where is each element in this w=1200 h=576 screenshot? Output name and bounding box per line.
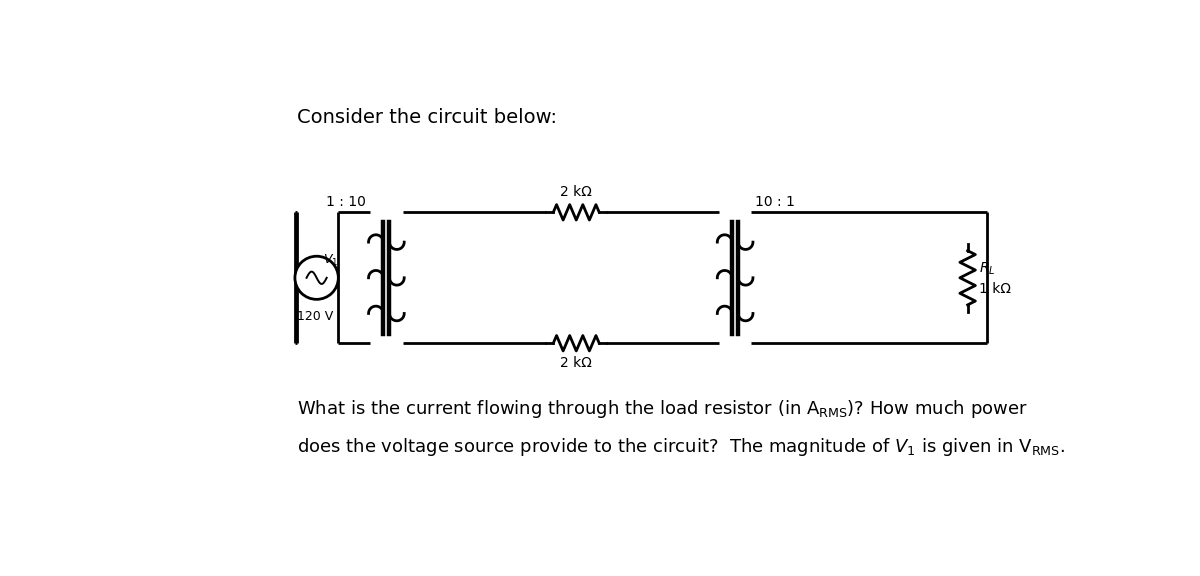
- Text: $V_1$: $V_1$: [323, 253, 338, 268]
- Text: 1 kΩ: 1 kΩ: [979, 282, 1012, 296]
- Text: 2 kΩ: 2 kΩ: [560, 185, 592, 199]
- Text: 10 : 1: 10 : 1: [756, 195, 796, 209]
- Text: 2 kΩ: 2 kΩ: [560, 357, 592, 370]
- Text: does the voltage source provide to the circuit?  The magnitude of $V_1$ is given: does the voltage source provide to the c…: [298, 436, 1066, 458]
- Text: 1 : 10: 1 : 10: [326, 195, 366, 209]
- Text: What is the current flowing through the load resistor (in A$_{\mathregular{RMS}}: What is the current flowing through the …: [298, 397, 1028, 420]
- Text: 120 V: 120 V: [296, 310, 334, 323]
- Text: $R_L$: $R_L$: [979, 260, 996, 276]
- Circle shape: [295, 256, 338, 300]
- Text: Consider the circuit below:: Consider the circuit below:: [298, 108, 557, 127]
